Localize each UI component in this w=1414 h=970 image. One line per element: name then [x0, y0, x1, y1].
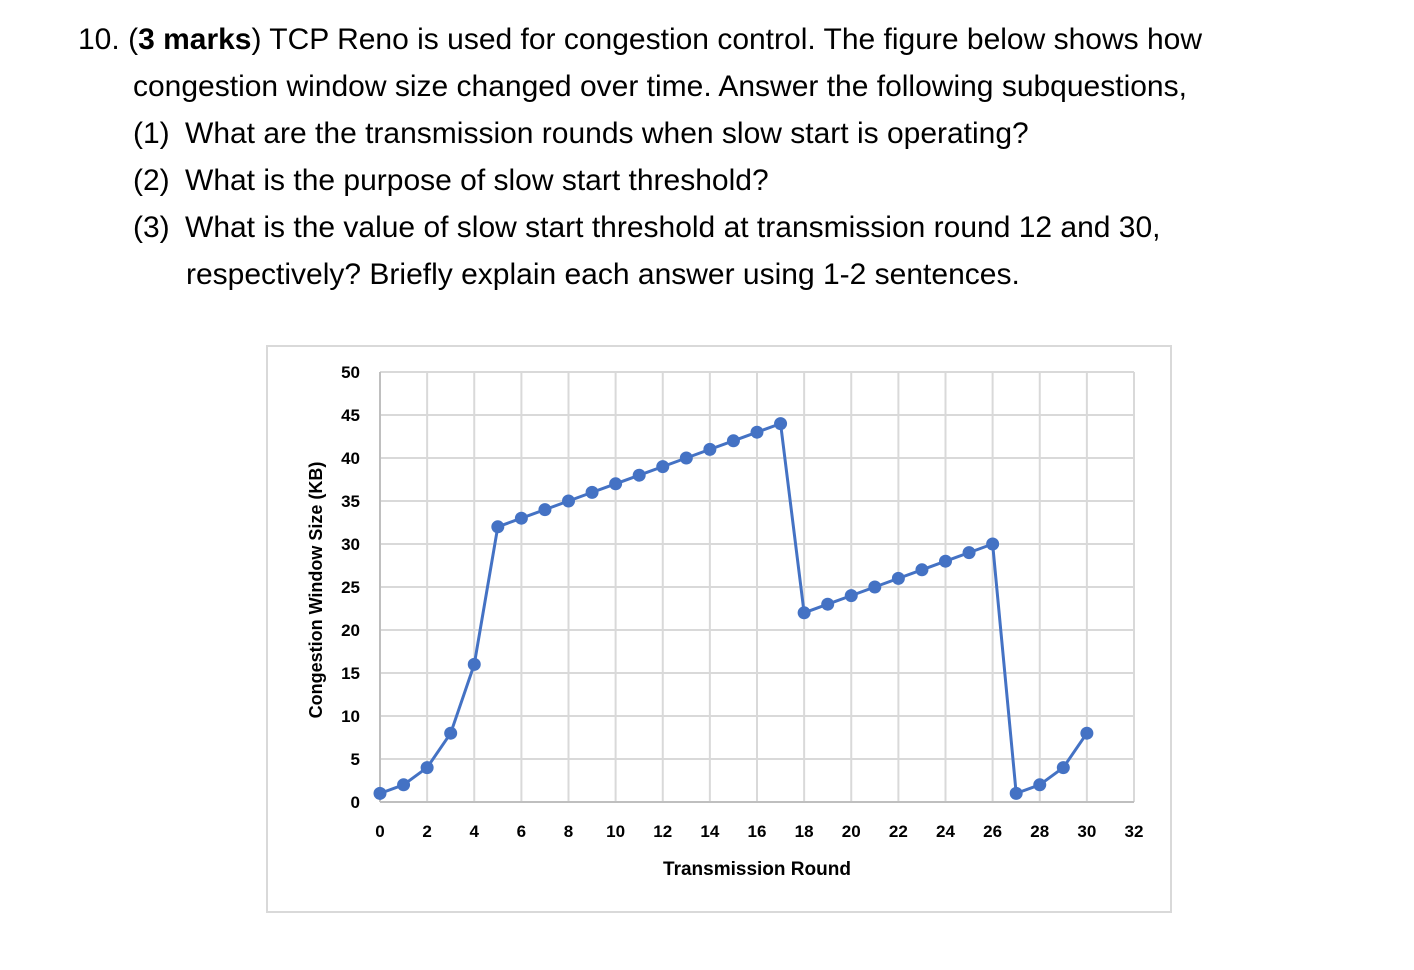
y-axis-ticks: 0 5 10 15 20 25 30 35 40 45 50	[341, 363, 360, 812]
marks-label: 3 marks	[138, 23, 252, 56]
x-tick-label: 18	[795, 822, 814, 841]
data-point	[1033, 778, 1047, 792]
subquestion-3-continuation: respectively? Briefly explain each answe…	[186, 258, 1020, 291]
y-tick-label: 20	[341, 621, 360, 640]
data-point	[373, 786, 387, 800]
data-point	[467, 657, 481, 671]
data-point	[962, 546, 976, 560]
subquestion-3: (3) What is the value of slow start thres…	[133, 211, 1161, 244]
data-point	[750, 425, 764, 439]
question-intro-line2: congestion window size changed over time…	[133, 70, 1187, 103]
y-tick-label: 40	[341, 449, 360, 468]
question-intro: TCP Reno is used for congestion control.…	[261, 23, 1203, 56]
subquestion-1: (1) What are the transmission rounds when…	[133, 117, 1029, 150]
question-heading: 10. (3 marks) TCP Reno is used for conge…	[78, 23, 1203, 56]
data-point	[397, 778, 411, 792]
y-tick-label: 5	[351, 750, 360, 769]
data-point	[514, 511, 528, 525]
question-number: 10.	[78, 23, 120, 56]
x-tick-label: 6	[517, 822, 526, 841]
data-point	[538, 503, 552, 517]
data-point	[703, 442, 717, 456]
x-tick-label: 24	[936, 822, 955, 841]
data-point	[491, 520, 505, 534]
x-tick-label: 20	[842, 822, 861, 841]
y-tick-label: 0	[351, 793, 360, 812]
data-point	[632, 468, 646, 482]
x-tick-label: 22	[889, 822, 908, 841]
data-point	[726, 434, 740, 448]
data-point	[986, 537, 1000, 551]
data-point	[679, 451, 693, 465]
data-point	[656, 460, 670, 474]
y-axis-label: Congestion Window Size (KB)	[306, 462, 326, 719]
data-point	[444, 726, 458, 740]
x-tick-label: 2	[422, 822, 431, 841]
y-tick-label: 45	[341, 406, 360, 425]
y-tick-label: 30	[341, 535, 360, 554]
chart-grid	[379, 371, 1135, 803]
data-point	[1056, 761, 1070, 775]
data-point	[915, 563, 929, 577]
x-tick-label: 8	[564, 822, 573, 841]
x-tick-label: 16	[748, 822, 767, 841]
x-tick-label: 28	[1030, 822, 1049, 841]
y-tick-label: 15	[341, 664, 360, 683]
y-tick-label: 35	[341, 492, 360, 511]
data-point	[585, 485, 599, 499]
x-tick-label: 14	[700, 822, 719, 841]
data-point	[562, 494, 575, 508]
data-point	[1009, 786, 1023, 800]
x-tick-label: 30	[1077, 822, 1096, 841]
chart-frame: 0 5 10 15 20 25 30 35 40 45 50 0 2 4 6 8 10 12 14 16 18 20 22…	[266, 345, 1172, 913]
x-tick-label: 4	[470, 822, 480, 841]
y-tick-label: 10	[341, 707, 360, 726]
y-tick-label: 50	[341, 363, 360, 382]
data-series-line	[379, 422, 1089, 795]
data-point	[868, 580, 882, 594]
data-point	[774, 417, 788, 431]
x-tick-label: 32	[1125, 822, 1144, 841]
x-axis-ticks: 0 2 4 6 8 10 12 14 16 18 20 22 24 26 28 30 32	[375, 822, 1143, 841]
data-point	[891, 571, 905, 585]
y-tick-label: 25	[341, 578, 360, 597]
data-point	[821, 597, 835, 611]
data-point	[939, 554, 952, 568]
x-tick-label: 10	[606, 822, 625, 841]
x-axis-label: Transmission Round	[663, 859, 851, 880]
subquestion-2: (2) What is the purpose of slow start thr…	[133, 164, 769, 197]
data-point-markers	[373, 417, 1094, 800]
data-point	[420, 761, 434, 775]
data-point	[844, 589, 858, 603]
data-point	[797, 606, 811, 620]
x-tick-label: 0	[375, 822, 384, 841]
x-tick-label: 12	[653, 822, 672, 841]
data-point	[1080, 726, 1094, 740]
data-point	[609, 477, 623, 491]
x-tick-label: 26	[983, 822, 1002, 841]
